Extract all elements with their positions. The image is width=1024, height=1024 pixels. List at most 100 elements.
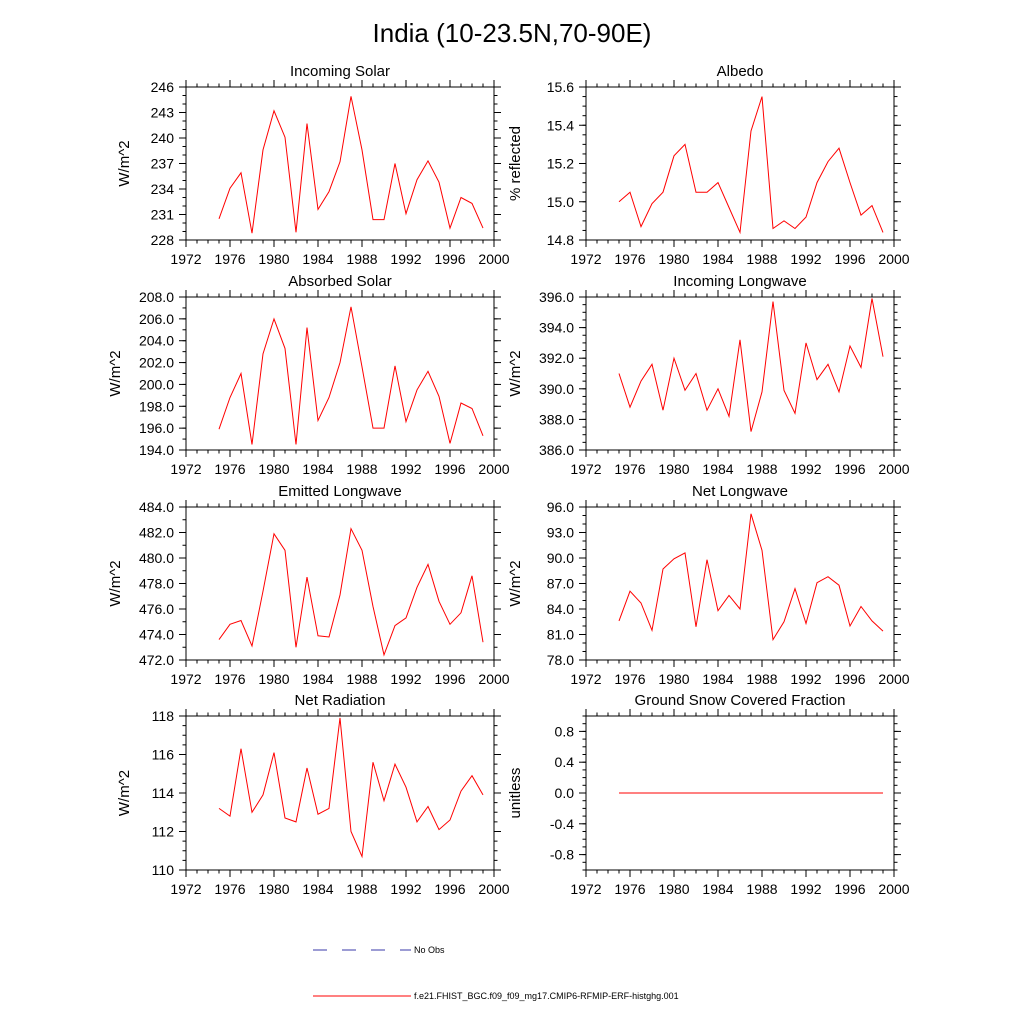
y-tick-label: 116 xyxy=(152,747,175,763)
series-line xyxy=(618,96,884,235)
x-tick-label: 1988 xyxy=(746,251,777,267)
plot-frame xyxy=(185,296,495,451)
x-tick-label: 1972 xyxy=(170,881,201,897)
y-tick-label: 0.0 xyxy=(555,785,575,801)
x-tick-label: 1988 xyxy=(346,251,377,267)
x-tick-label: 1984 xyxy=(302,461,333,477)
plot-frame xyxy=(185,715,495,871)
x-tick-label: 1972 xyxy=(170,671,201,687)
x-tick-label: 1976 xyxy=(214,461,245,477)
x-tick-label: 1984 xyxy=(702,881,733,897)
x-tick-label: 1980 xyxy=(658,881,689,897)
y-tick-label: 484.0 xyxy=(139,499,174,515)
x-tick-label: 1988 xyxy=(746,671,777,687)
chart-panel-6: 1972 1976 1980 1984 1988 1992 1996 2000 110 112 11… xyxy=(116,692,510,897)
y-tick-label: 84.0 xyxy=(547,601,574,617)
x-tick-label: 1988 xyxy=(346,881,377,897)
x-tick-label: 2000 xyxy=(878,671,909,687)
series-line xyxy=(618,298,884,432)
figure-title: India (10-23.5N,70-90E) xyxy=(373,18,652,48)
x-tick-label: 1980 xyxy=(258,671,289,687)
chart-title: Ground Snow Covered Fraction xyxy=(635,692,846,709)
y-tick-label: 228 xyxy=(151,232,175,248)
x-tick-label: 1984 xyxy=(302,881,333,897)
x-tick-label: 1992 xyxy=(390,671,421,687)
y-tick-label: 15.2 xyxy=(547,156,574,172)
x-tick-label: 1996 xyxy=(434,251,465,267)
x-tick-label: 2000 xyxy=(878,461,909,477)
y-tick-label: 15.4 xyxy=(547,117,574,133)
x-tick-label: 1996 xyxy=(834,881,865,897)
y-tick-label: 96.0 xyxy=(547,499,574,515)
x-tick-label: 1996 xyxy=(434,881,465,897)
y-tick-label: 78.0 xyxy=(547,652,574,668)
y-tick-label: 394.0 xyxy=(539,320,574,336)
y-tick-label: -0.4 xyxy=(550,816,574,832)
series-line xyxy=(218,527,484,657)
y-tick-label: 196.0 xyxy=(139,420,174,436)
y-tick-label: 243 xyxy=(151,105,175,121)
chart-panel-3: 1972 1976 1980 1984 1988 1992 1996 2000 386.0 388… xyxy=(507,273,910,477)
y-axis-label: W/m^2 xyxy=(507,350,524,396)
x-tick-label: 2000 xyxy=(478,671,509,687)
chart-panel-5: 1972 1976 1980 1984 1988 1992 1996 2000 78.0 81.0… xyxy=(507,483,910,687)
chart-title: Emitted Longwave xyxy=(278,483,401,500)
x-tick-label: 1984 xyxy=(702,671,733,687)
x-tick-label: 1980 xyxy=(258,881,289,897)
y-tick-label: 202.0 xyxy=(139,355,174,371)
x-tick-label: 2000 xyxy=(878,251,909,267)
x-tick-label: 1992 xyxy=(390,881,421,897)
plot-frame xyxy=(585,296,895,451)
y-tick-label: 480.0 xyxy=(139,550,174,566)
x-tick-label: 1992 xyxy=(790,881,821,897)
y-axis-label: % reflected xyxy=(507,126,524,201)
y-axis-label: W/m^2 xyxy=(107,350,124,396)
y-axis-label: W/m^2 xyxy=(116,140,133,186)
x-tick-label: 1984 xyxy=(302,671,333,687)
y-tick-label: 118 xyxy=(152,708,175,724)
y-tick-label: 15.0 xyxy=(547,194,574,210)
x-tick-label: 2000 xyxy=(478,881,509,897)
x-tick-label: 1996 xyxy=(834,461,865,477)
y-tick-label: 14.8 xyxy=(547,232,574,248)
plot-frame xyxy=(585,86,895,241)
y-tick-label: -0.8 xyxy=(550,847,574,863)
chart-title: Net Radiation xyxy=(295,692,386,709)
x-tick-label: 1996 xyxy=(434,461,465,477)
y-tick-label: 114 xyxy=(152,785,175,801)
x-tick-label: 1976 xyxy=(614,251,645,267)
y-axis-label: W/m^2 xyxy=(507,560,524,606)
y-tick-label: 93.0 xyxy=(547,525,574,541)
x-tick-label: 1988 xyxy=(746,881,777,897)
x-tick-label: 1984 xyxy=(702,251,733,267)
y-tick-label: 390.0 xyxy=(539,381,574,397)
y-tick-label: 87.0 xyxy=(547,576,574,592)
series-line xyxy=(218,717,484,859)
y-tick-label: 198.0 xyxy=(139,398,174,414)
y-tick-label: 482.0 xyxy=(139,525,174,541)
y-axis-label: W/m^2 xyxy=(107,560,124,606)
chart-title: Absorbed Solar xyxy=(288,273,391,290)
chart-panel-7: 1972 1976 1980 1984 1988 1992 1996 2000 -0.8 -0.4… xyxy=(507,692,910,897)
y-tick-label: 472.0 xyxy=(139,652,174,668)
legend-label-model: f.e21.FHIST_BGC.f09_f09_mg17.CMIP6-RFMIP… xyxy=(414,991,679,1001)
y-tick-label: 194.0 xyxy=(139,442,174,458)
x-tick-label: 1996 xyxy=(834,671,865,687)
y-tick-label: 112 xyxy=(152,824,175,840)
series-line xyxy=(218,306,484,445)
legend-label-no-obs: No Obs xyxy=(414,945,445,955)
y-tick-label: 386.0 xyxy=(539,442,574,458)
x-tick-label: 1984 xyxy=(702,461,733,477)
plot-frame xyxy=(185,506,495,661)
series-line xyxy=(618,513,884,642)
x-tick-label: 1976 xyxy=(214,251,245,267)
y-tick-label: 204.0 xyxy=(139,333,174,349)
x-tick-label: 1996 xyxy=(434,671,465,687)
y-tick-label: 90.0 xyxy=(547,550,574,566)
legend: No Obs f.e21.FHIST_BGC.f09_f09_mg17.CMIP… xyxy=(313,945,679,1001)
y-tick-label: 15.6 xyxy=(547,79,574,95)
x-tick-label: 1972 xyxy=(170,251,201,267)
y-tick-label: 476.0 xyxy=(139,601,174,617)
x-tick-label: 1972 xyxy=(570,461,601,477)
panels: 1972 1976 1980 1984 1988 1992 1996 2000 228 231 23… xyxy=(107,63,910,897)
